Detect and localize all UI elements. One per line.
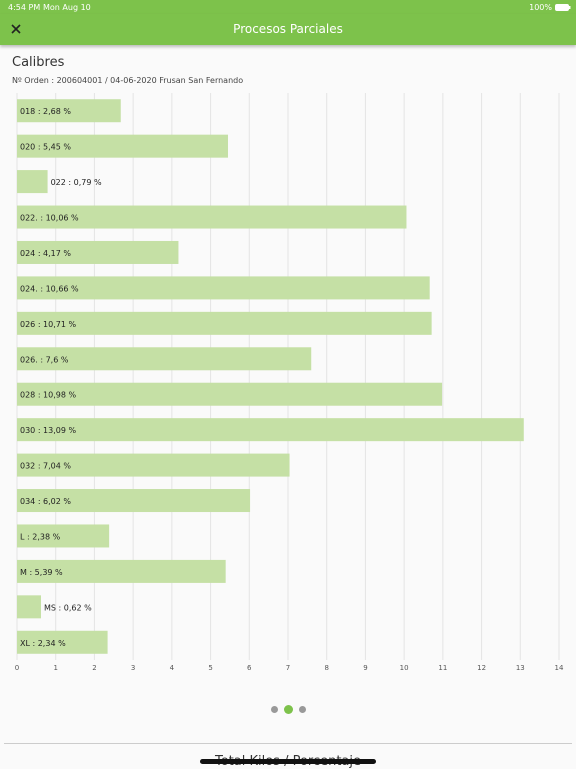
bar bbox=[17, 99, 121, 123]
x-tick-label: 0 bbox=[15, 664, 19, 672]
bar bbox=[17, 240, 179, 264]
bar-label: 022. : 10,06 % bbox=[20, 214, 79, 223]
close-button[interactable] bbox=[11, 24, 21, 34]
time: 4:54 PM bbox=[8, 3, 41, 12]
x-tick-label: 8 bbox=[324, 664, 328, 672]
bar-label: 028 : 10,98 % bbox=[20, 391, 76, 400]
x-tick-label: 3 bbox=[131, 664, 135, 672]
battery: 100% bbox=[529, 3, 552, 12]
bar bbox=[17, 170, 48, 194]
bar-label: 026. : 7,6 % bbox=[20, 355, 69, 364]
bar bbox=[17, 630, 108, 654]
bar-label: 024 : 4,17 % bbox=[20, 249, 71, 258]
bar-label: M : 5,39 % bbox=[20, 568, 63, 577]
page-indicator bbox=[0, 698, 576, 717]
x-tick-label: 11 bbox=[438, 664, 447, 672]
x-tick-label: 5 bbox=[208, 664, 212, 672]
bar-label: L : 2,38 % bbox=[20, 532, 61, 541]
x-tick-label: 1 bbox=[53, 664, 57, 672]
x-tick-label: 4 bbox=[170, 664, 175, 672]
app-bar: Procesos Parciales bbox=[0, 14, 576, 45]
x-tick-label: 2 bbox=[92, 664, 96, 672]
bar bbox=[17, 311, 432, 335]
x-tick-label: 14 bbox=[555, 664, 564, 672]
bar bbox=[17, 489, 251, 513]
x-tick-label: 9 bbox=[363, 664, 367, 672]
page-dot[interactable] bbox=[270, 706, 278, 713]
bar-label: 018 : 2,68 % bbox=[20, 107, 71, 116]
bar-label: 030 : 13,09 % bbox=[20, 426, 76, 435]
bar bbox=[17, 205, 407, 229]
page-dot[interactable] bbox=[283, 705, 293, 714]
bar-label: 034 : 6,02 % bbox=[20, 497, 71, 506]
bar bbox=[17, 453, 290, 477]
x-tick-label: 6 bbox=[247, 664, 252, 672]
bar bbox=[17, 382, 443, 406]
x-tick-label: 13 bbox=[516, 664, 525, 672]
home-indicator bbox=[200, 759, 376, 764]
status-bar: 4:54 PM Mon Aug 10 100% bbox=[0, 0, 576, 14]
x-tick-label: 10 bbox=[400, 664, 409, 672]
bar bbox=[17, 276, 430, 300]
divider bbox=[4, 743, 572, 744]
section-subtitle: Nº Orden : 200604001 / 04-06-2020 Frusan… bbox=[12, 76, 244, 85]
bar bbox=[17, 347, 312, 371]
app-title: Procesos Parciales bbox=[233, 22, 343, 36]
bar bbox=[17, 418, 524, 442]
bar bbox=[17, 524, 110, 548]
x-tick-label: 7 bbox=[286, 664, 290, 672]
bar-label: 032 : 7,04 % bbox=[20, 462, 71, 471]
battery-icon bbox=[555, 4, 571, 11]
date: Mon Aug 10 bbox=[43, 3, 91, 12]
bar-label: 026 : 10,71 % bbox=[20, 320, 76, 329]
x-tick-label: 12 bbox=[477, 664, 486, 672]
bar bbox=[17, 559, 226, 583]
page-dot[interactable] bbox=[298, 706, 306, 713]
bar bbox=[17, 134, 228, 158]
section-title: Calibres bbox=[12, 55, 65, 70]
bar-label: 022 : 0,79 % bbox=[51, 178, 102, 187]
bar-label: XL : 2,34 % bbox=[20, 639, 66, 648]
bar-label: MS : 0,62 % bbox=[44, 603, 92, 612]
bar-label: 020 : 5,45 % bbox=[20, 143, 71, 152]
bar-label: 024. : 10,66 % bbox=[20, 284, 79, 293]
bar bbox=[17, 595, 42, 619]
